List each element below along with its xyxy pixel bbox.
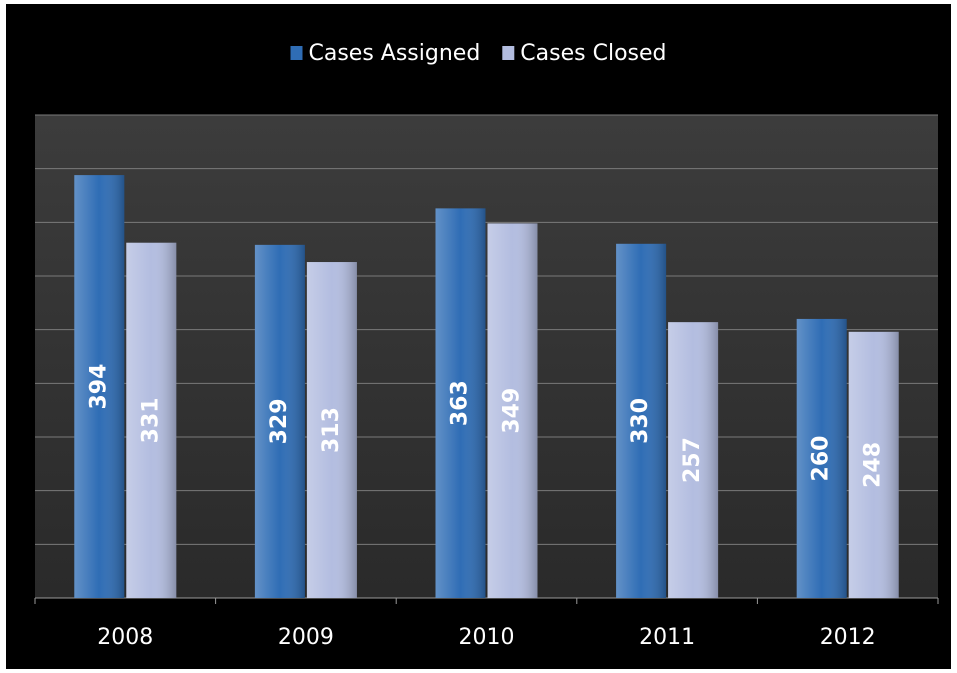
bar-shine: [306, 262, 357, 598]
x-tick-label: 2009: [278, 625, 334, 650]
legend: Cases Assigned Cases Closed: [290, 41, 667, 66]
data-label: 329: [267, 398, 292, 444]
bar-shine: [848, 331, 899, 598]
x-tick-label: 2012: [820, 625, 876, 650]
bar-shine: [254, 244, 305, 598]
legend-label: Cases Assigned: [309, 41, 481, 66]
data-label: 331: [138, 397, 163, 443]
bar-shine: [126, 242, 177, 598]
bar-shine: [616, 243, 667, 599]
bar-shine: [796, 318, 847, 598]
data-label: 260: [809, 435, 834, 481]
bar-shine: [668, 322, 719, 598]
x-tick-label: 2010: [459, 625, 515, 650]
data-label: 330: [628, 398, 653, 444]
data-label: 363: [448, 380, 473, 426]
bar-shine: [435, 208, 486, 598]
data-label: 394: [86, 364, 111, 410]
data-label: 349: [500, 388, 525, 434]
bar-shine: [74, 175, 125, 598]
legend-label: Cases Closed: [520, 41, 666, 66]
plot-area: [35, 115, 938, 598]
data-label: 248: [861, 442, 886, 488]
data-label: 313: [319, 407, 344, 453]
x-tick-label: 2008: [97, 625, 153, 650]
legend-swatch: [502, 46, 515, 60]
data-label: 257: [680, 437, 705, 483]
legend-swatch: [290, 46, 303, 60]
x-tick-label: 2011: [639, 625, 695, 650]
bar-shine: [487, 223, 538, 598]
